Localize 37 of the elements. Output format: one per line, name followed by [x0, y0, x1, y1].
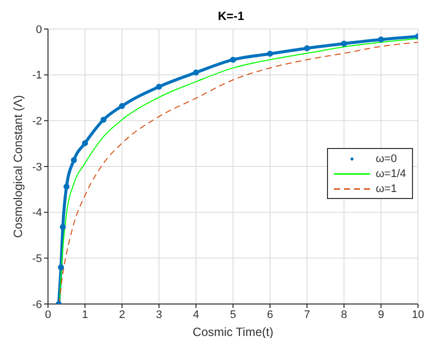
- legend-label: ω=1/4: [376, 168, 406, 180]
- legend-label: ω=1: [376, 182, 397, 194]
- point: [378, 36, 384, 43]
- y-tick-label: -2: [32, 116, 42, 128]
- x-tick-label: 8: [340, 308, 348, 321]
- y-tick-label: -6: [32, 298, 42, 311]
- x-tick-label: 5: [230, 308, 236, 321]
- y-tick-label: -4: [32, 207, 42, 220]
- x-tick-label: 10: [412, 308, 424, 321]
- point: [341, 40, 347, 47]
- x-tick-label: 4: [192, 308, 200, 321]
- point: [64, 184, 70, 190]
- point: [58, 264, 64, 270]
- point: [60, 224, 66, 230]
- x-tick-label: 3: [156, 308, 162, 321]
- y-tick-label: -1: [32, 70, 42, 82]
- x-tick-label: 1: [82, 308, 88, 321]
- point: [156, 84, 162, 90]
- point: [119, 103, 125, 109]
- x-tick-label: 9: [378, 308, 384, 321]
- y-tick-label: 0: [36, 24, 42, 36]
- point: [230, 56, 236, 63]
- chart-title: K=-1: [216, 9, 246, 23]
- point: [267, 50, 273, 57]
- x-tick-label: 6: [266, 308, 274, 321]
- point: [82, 140, 88, 146]
- y-tick-label: -5: [32, 253, 42, 266]
- x-tick-label: 7: [304, 308, 310, 321]
- x-tick-label: 2: [118, 308, 126, 321]
- y-axis-title: Cosmological Constant (Λ): [11, 95, 25, 238]
- legend-label: ω=0: [376, 152, 397, 164]
- point: [193, 70, 199, 76]
- y-tick-label: -3: [32, 161, 42, 174]
- x-tick-label: 0: [44, 308, 52, 321]
- point: [304, 45, 310, 52]
- point: [70, 157, 77, 164]
- point: [100, 116, 106, 123]
